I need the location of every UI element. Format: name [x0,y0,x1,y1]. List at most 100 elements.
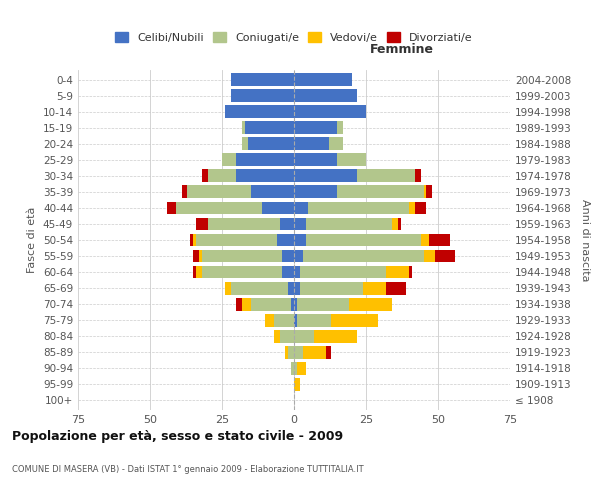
Bar [283,250,294,262]
Bar [208,170,236,182]
Bar [193,234,196,246]
Bar [314,330,358,342]
Bar [196,234,277,246]
Bar [245,122,294,134]
Bar [297,362,305,374]
Bar [294,234,305,246]
Bar [242,138,248,150]
Bar [230,89,294,102]
Bar [196,218,208,230]
Bar [286,346,288,358]
Bar [294,298,297,310]
Bar [242,298,251,310]
Bar [358,170,415,182]
Bar [386,266,409,278]
Bar [294,362,297,374]
Bar [294,89,358,102]
Bar [294,218,305,230]
Bar [427,186,432,198]
Bar [300,266,386,278]
Y-axis label: Anni di nascita: Anni di nascita [580,198,590,281]
Bar [283,266,294,278]
Bar [208,218,280,230]
Bar [248,138,294,150]
Bar [262,202,294,214]
Bar [337,154,366,166]
Bar [288,282,294,294]
Bar [202,170,208,182]
Bar [294,122,337,134]
Bar [294,170,358,182]
Bar [435,250,455,262]
Bar [294,346,302,358]
Bar [294,266,300,278]
Bar [294,250,302,262]
Bar [294,314,297,326]
Bar [409,202,415,214]
Bar [167,202,176,214]
Bar [193,266,196,278]
Bar [409,266,412,278]
Legend: Celibi/Nubili, Coniugati/e, Vedovi/e, Divorziati/e: Celibi/Nubili, Coniugati/e, Vedovi/e, Di… [111,28,477,48]
Bar [294,154,337,166]
Bar [297,314,331,326]
Bar [305,234,421,246]
Text: Femmine: Femmine [370,44,434,57]
Bar [349,298,392,310]
Bar [302,250,424,262]
Bar [398,218,401,230]
Bar [236,154,294,166]
Bar [182,186,187,198]
Bar [294,282,300,294]
Bar [225,106,294,118]
Bar [288,346,294,358]
Bar [294,138,329,150]
Bar [308,202,409,214]
Bar [242,122,245,134]
Bar [326,346,331,358]
Bar [202,250,283,262]
Bar [225,282,230,294]
Bar [291,298,294,310]
Bar [222,154,236,166]
Bar [176,202,262,214]
Bar [251,298,291,310]
Bar [424,186,427,198]
Bar [190,234,193,246]
Bar [230,73,294,86]
Bar [297,298,349,310]
Bar [280,218,294,230]
Bar [294,186,337,198]
Bar [329,138,343,150]
Bar [337,122,343,134]
Bar [265,314,274,326]
Bar [392,218,398,230]
Bar [386,282,406,294]
Bar [274,314,294,326]
Bar [363,282,386,294]
Bar [230,282,288,294]
Bar [300,282,363,294]
Bar [202,266,283,278]
Bar [424,250,435,262]
Bar [294,330,314,342]
Bar [430,234,449,246]
Bar [337,186,424,198]
Bar [274,330,280,342]
Bar [280,330,294,342]
Bar [331,314,377,326]
Bar [193,250,199,262]
Bar [302,346,326,358]
Bar [294,202,308,214]
Bar [294,378,300,391]
Bar [236,298,242,310]
Bar [251,186,294,198]
Bar [291,362,294,374]
Bar [294,106,366,118]
Bar [199,250,202,262]
Bar [421,234,430,246]
Bar [196,266,202,278]
Bar [277,234,294,246]
Bar [187,186,251,198]
Text: Popolazione per età, sesso e stato civile - 2009: Popolazione per età, sesso e stato civil… [12,430,343,443]
